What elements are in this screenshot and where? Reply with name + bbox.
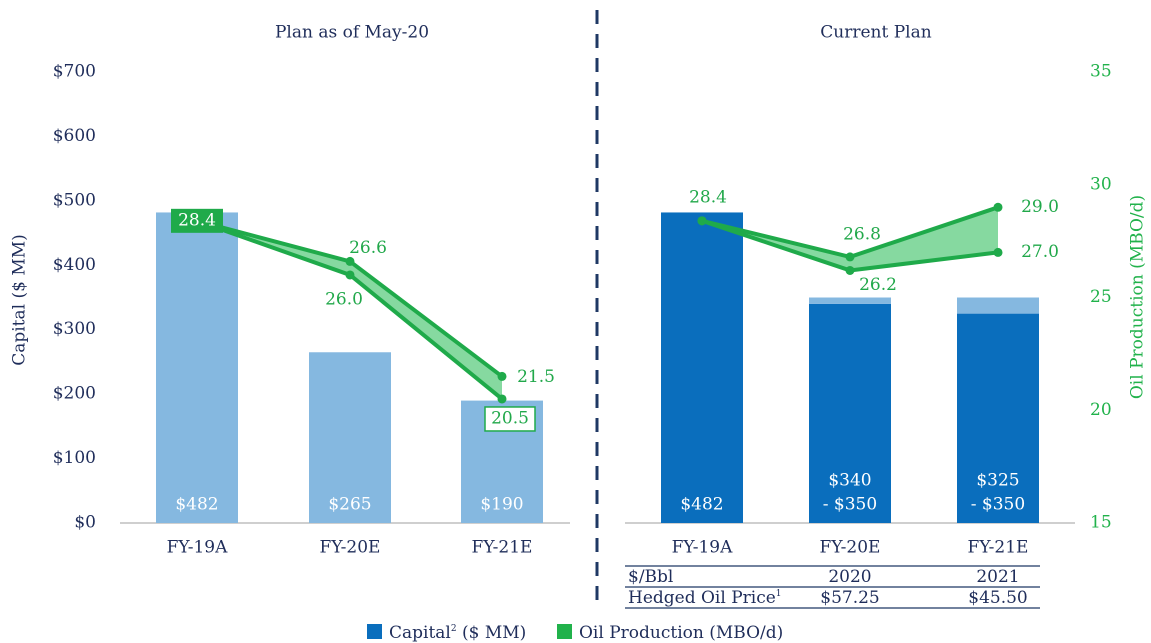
y-tick-label: $0	[74, 513, 96, 533]
production-label: 26.2	[859, 275, 897, 295]
x-tick-label: FY-21E	[472, 538, 533, 558]
production-point	[993, 202, 1003, 212]
y-tick-label: $400	[53, 255, 96, 275]
production-point	[845, 252, 855, 262]
table-cell-text: Hedged Oil Price	[628, 588, 776, 608]
bar-range	[957, 297, 1039, 314]
y-axis-label: Capital ($ MM)	[10, 234, 30, 366]
bar-label: $340	[828, 471, 871, 491]
superscript: 1	[776, 589, 782, 599]
y-tick-label: $700	[53, 62, 96, 82]
legend-text: ($ MM)	[457, 623, 527, 643]
legend-label: Oil Production (MBO/d)	[579, 623, 783, 643]
y-tick-label: $100	[53, 448, 96, 468]
table-cell-text: $/Bbl	[628, 567, 673, 587]
label-box	[484, 406, 536, 432]
table-cell: $57.25	[820, 588, 879, 608]
bar-label: $190	[480, 495, 523, 515]
y-tick-label: $200	[53, 384, 96, 404]
production-label: 21.5	[517, 367, 555, 387]
table-cell: $45.50	[968, 588, 1027, 608]
production-point	[497, 394, 507, 404]
legend-text: Capital	[389, 623, 451, 643]
bar-label: - $350	[823, 495, 877, 515]
production-point	[345, 256, 355, 266]
x-tick-label: FY-21E	[968, 538, 1029, 558]
bar-label: $265	[328, 495, 371, 515]
table-cell-text: 2021	[976, 567, 1019, 587]
bar	[156, 212, 238, 523]
production-point	[345, 270, 355, 280]
legend-label: Capital2 ($ MM)	[389, 623, 526, 643]
bar	[957, 313, 1039, 523]
y-tick-label: $600	[53, 126, 96, 146]
x-tick-label: FY-20E	[820, 538, 881, 558]
x-tick-label: FY-19A	[167, 538, 229, 558]
table-cell: $/Bbl	[628, 567, 673, 587]
production-label: 26.0	[325, 289, 363, 309]
label-box	[171, 208, 223, 233]
table-cell-text: $57.25	[820, 588, 879, 608]
y2-tick-label: 35	[1090, 62, 1112, 82]
y-tick-label: $500	[53, 190, 96, 210]
production-label: 28.4	[178, 210, 216, 230]
production-range-area	[702, 207, 998, 271]
production-label: 29.0	[1021, 197, 1059, 217]
y2-axis-label: Oil Production (MBO/d)	[1128, 195, 1148, 399]
table-cell-text: 2020	[828, 567, 871, 587]
x-tick-label: FY-20E	[320, 538, 381, 558]
bar	[309, 352, 391, 523]
y2-tick-label: 30	[1090, 174, 1112, 194]
production-label: 28.4	[689, 187, 727, 207]
production-label: 27.0	[1021, 242, 1059, 262]
production-label: 26.6	[349, 238, 387, 258]
bar-label: $482	[175, 495, 218, 515]
y2-tick-label: 20	[1090, 400, 1112, 420]
table-cell: 2021	[976, 567, 1019, 587]
chart-title: Plan as of May-20	[275, 23, 429, 43]
legend-text: Oil Production (MBO/d)	[579, 623, 783, 643]
bar-label: $325	[976, 471, 1019, 491]
y2-tick-label: 25	[1090, 287, 1112, 307]
y2-tick-label: 15	[1090, 513, 1112, 533]
chart-title: Current Plan	[820, 23, 931, 43]
x-tick-label: FY-19A	[672, 538, 734, 558]
production-point	[697, 216, 707, 226]
bar	[661, 212, 743, 523]
y-tick-label: $300	[53, 319, 96, 339]
production-point	[497, 371, 507, 381]
bar-range	[809, 297, 891, 304]
bar-label: - $350	[971, 495, 1025, 515]
legend-swatch	[367, 624, 382, 639]
table-cell-text: $45.50	[968, 588, 1027, 608]
table-cell: 2020	[828, 567, 871, 587]
superscript: 2	[451, 624, 457, 634]
production-point	[845, 265, 855, 275]
production-point	[993, 247, 1003, 257]
bar-label: $482	[680, 495, 723, 515]
bar	[809, 303, 891, 523]
production-label: 20.5	[491, 408, 529, 428]
legend-swatch	[557, 624, 572, 639]
table-cell: Hedged Oil Price1	[628, 588, 782, 608]
production-label: 26.8	[843, 224, 881, 244]
